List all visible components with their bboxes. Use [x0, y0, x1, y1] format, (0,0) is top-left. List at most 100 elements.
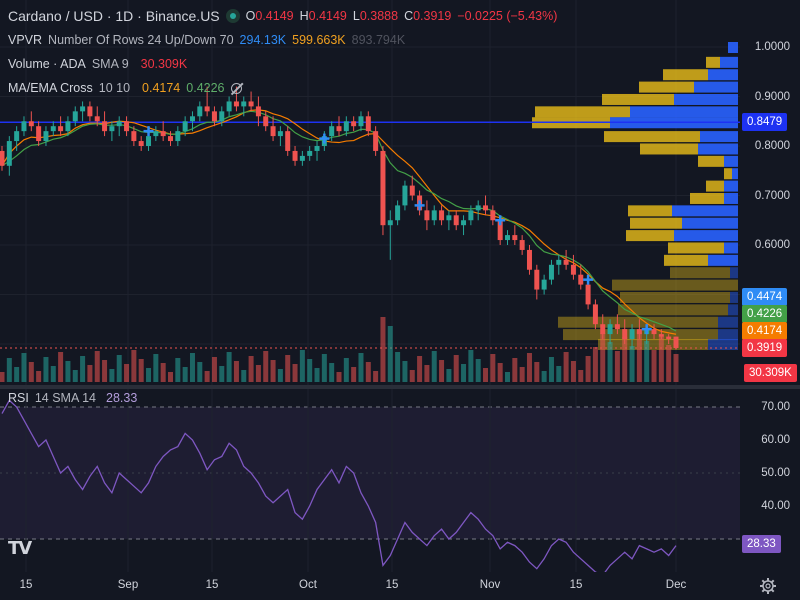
vpvr-up-bar	[728, 304, 738, 316]
volume-bar	[439, 360, 445, 382]
volume-bar	[570, 361, 576, 382]
volume-bar	[607, 342, 613, 382]
candle-body	[102, 121, 108, 132]
volume-bar	[182, 367, 188, 382]
volume-bar	[299, 350, 305, 382]
volume-bar	[87, 365, 93, 382]
price-axis[interactable]: 1.0000 0.9000 0.8000 0.7000 0.6000 70.00…	[740, 0, 800, 572]
candle-body	[138, 141, 144, 146]
volume-bar	[109, 369, 115, 382]
candle-body	[0, 150, 5, 166]
volume-bar	[373, 371, 379, 382]
volume-bar	[600, 333, 606, 382]
vpvr-down-bar	[618, 304, 728, 316]
candle-body	[534, 269, 540, 290]
candle-body	[453, 215, 459, 226]
candle-body	[292, 150, 298, 161]
volume-bar	[417, 356, 423, 382]
vpvr-legend[interactable]: VPVR Number Of Rows 24 Up/Down 70 294.13…	[8, 33, 405, 47]
ema-price-tag: 0.4226	[742, 305, 788, 323]
volume-bar	[468, 350, 474, 382]
candle-body	[395, 205, 401, 221]
volume-bar	[358, 353, 364, 382]
vpvr-down-bar	[640, 143, 698, 155]
rsi-params: 14 SMA 14	[34, 391, 96, 405]
candle-body	[475, 205, 481, 211]
candle-body	[160, 131, 166, 137]
candle-body	[189, 116, 195, 122]
volume-bar	[644, 341, 650, 382]
volume-bar	[658, 336, 664, 382]
candle-body	[570, 264, 576, 275]
price-chart-pane[interactable]: Cardano / USD · 1D · Binance.US O0.4149 …	[0, 0, 740, 385]
candle-body	[58, 126, 64, 132]
candle-body	[263, 116, 269, 127]
pane-divider[interactable]	[0, 385, 800, 389]
vpvr-down-bar	[620, 291, 730, 303]
volume-bar	[585, 356, 591, 382]
candle-body	[116, 121, 122, 127]
volume-bar	[475, 359, 481, 382]
candle-body	[439, 210, 445, 221]
tradingview-logo-icon[interactable]: TV	[8, 538, 32, 559]
candle-body	[65, 121, 71, 132]
last-price-tag: 0.3919	[742, 339, 788, 357]
volume-bar	[431, 351, 437, 382]
vpvr-down-bar	[663, 69, 708, 81]
volume-bar	[461, 364, 467, 382]
candle-body	[329, 126, 335, 137]
volume-bar	[409, 370, 415, 382]
candle-body	[197, 106, 203, 117]
vpvr-up-bar	[674, 230, 738, 242]
candle-body	[424, 210, 430, 221]
candle-body	[636, 329, 642, 335]
rsi-tick: 50.00	[761, 467, 790, 479]
high-value: 0.4149	[308, 9, 347, 23]
volume-bar	[534, 362, 540, 382]
low-label: L	[352, 9, 360, 23]
volume-bar	[241, 370, 247, 382]
time-tick: Sep	[117, 579, 139, 591]
rsi-legend[interactable]: RSI 14 SMA 14 28.33	[8, 391, 137, 405]
vpvr-up-bar	[720, 56, 738, 68]
candle-body	[343, 121, 349, 132]
candle-body	[219, 111, 225, 122]
vpvr-down-bar	[604, 131, 700, 143]
candle-body	[351, 121, 357, 127]
candle-body	[592, 304, 598, 325]
cross-marker-icon	[583, 274, 594, 285]
volume-bar	[197, 362, 203, 382]
volume-bar	[505, 372, 510, 382]
vpvr-up-bar	[718, 329, 738, 341]
volume-bar	[153, 354, 159, 382]
price-chart-canvas[interactable]	[0, 0, 740, 385]
rsi-canvas[interactable]	[0, 389, 740, 572]
hidden-eye-icon[interactable]	[230, 82, 242, 94]
vpvr-down-bar	[668, 242, 724, 254]
change-value: −0.0225 (−5.43%)	[457, 9, 558, 23]
vpvr-up-bar	[718, 316, 738, 328]
volume-legend[interactable]: Volume · ADA SMA 9 30.309K	[8, 57, 187, 71]
rsi-pane[interactable]: RSI 14 SMA 14 28.33 TV	[0, 389, 740, 572]
candle-body	[651, 329, 657, 335]
volume-bar	[219, 366, 225, 382]
price-tick: 1.0000	[754, 41, 790, 53]
rsi-tick: 70.00	[761, 401, 790, 413]
volume-bar	[211, 357, 217, 382]
volume-bar	[277, 369, 283, 382]
price-tick: 0.9000	[754, 91, 790, 103]
volume-bar	[446, 369, 452, 382]
volume-bar	[563, 352, 569, 382]
symbol-title[interactable]: Cardano / USD · 1D · Binance.US	[8, 8, 220, 24]
candle-body	[299, 155, 305, 161]
time-axis[interactable]: 15 Sep 15 Oct 15 Nov 15 Dec	[0, 572, 740, 600]
settings-gear-icon[interactable]	[758, 576, 778, 596]
volume-bar	[168, 372, 173, 382]
vpvr-up-bar	[724, 242, 738, 254]
ma-cross-legend[interactable]: MA/EMA Cross 10 10 0.4174 0.4226	[8, 81, 242, 95]
vpvr-down-bar	[724, 168, 732, 180]
volume-bar	[14, 367, 20, 382]
rsi-band	[0, 407, 740, 539]
candle-body	[80, 106, 86, 112]
candle-body	[585, 284, 591, 305]
